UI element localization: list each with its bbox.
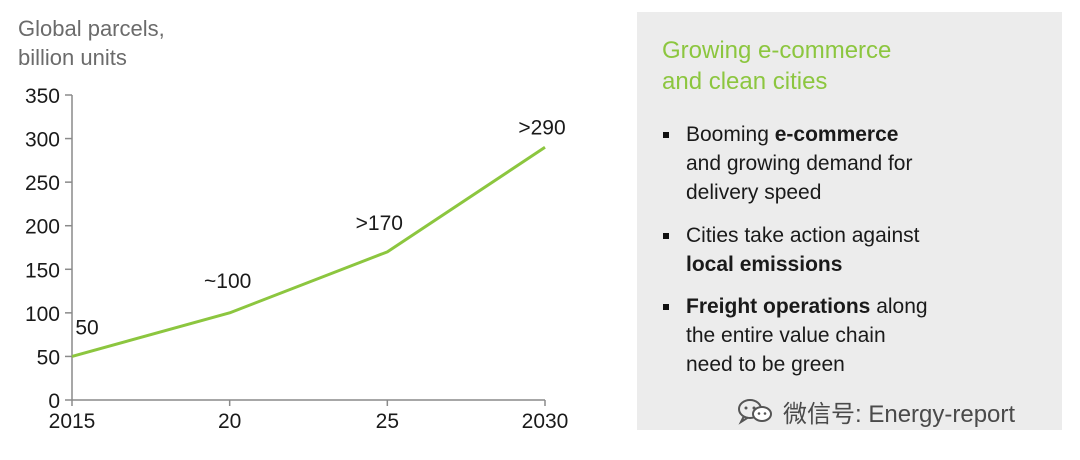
- x-tick-label: 20: [218, 410, 241, 433]
- bullet-line: delivery speed: [686, 178, 1056, 207]
- panel-title: Growing e-commerce and clean cities: [662, 35, 1052, 97]
- data-label: 50: [75, 316, 98, 339]
- y-axis-title-line-1: Global parcels,: [18, 16, 165, 41]
- data-label: >170: [356, 212, 403, 235]
- panel-title-line-2: and clean cities: [662, 68, 828, 95]
- info-panel: Growing e-commerce and clean cities Boom…: [637, 12, 1062, 430]
- y-tick-label: 350: [25, 85, 60, 108]
- y-axis-title: Global parcels, billion units: [18, 14, 165, 72]
- bullet-segment: along: [870, 295, 928, 318]
- line-chart: 0 50 100 150 200 250 300 350 2015 20 25 2030 50 ~100 >…: [25, 85, 569, 433]
- bullet-text: Cities take action against local emission…: [686, 221, 1056, 279]
- bullet-line: Booming e-commerce: [686, 120, 1056, 149]
- bullet-marker: [663, 233, 669, 239]
- y-tick-label: 0: [48, 390, 60, 413]
- bullet-segment: Booming: [686, 123, 775, 146]
- bullet-marker: [663, 304, 669, 310]
- wechat-icon: [738, 399, 772, 425]
- series-line: [71, 146, 546, 358]
- bullet-line: need to be green: [686, 350, 1056, 379]
- data-label: >290: [518, 116, 565, 139]
- watermark-text: 微信号: Energy-report: [783, 400, 1016, 428]
- x-tick-label: 2015: [49, 410, 96, 433]
- y-tick-label: 150: [25, 259, 60, 282]
- y-tick-label: 100: [25, 303, 60, 326]
- bullet-line: local emissions: [686, 250, 1056, 279]
- bullet-segment: need to be green: [686, 353, 845, 376]
- y-axis-title-line-2: billion units: [18, 45, 127, 70]
- bullet-line: the entire value chain: [686, 321, 1056, 350]
- bullet-segment: the entire value chain: [686, 324, 886, 347]
- bullet-text: Freight operations along the entire value…: [686, 292, 1056, 379]
- y-tick-label: 250: [25, 172, 60, 195]
- x-tick-label: 2030: [522, 410, 569, 433]
- watermark: 微信号: Energy-report: [735, 394, 1015, 428]
- bullet-segment: delivery speed: [686, 181, 822, 204]
- x-tick-label: 25: [376, 410, 399, 433]
- bullet-emphasis: Freight operations: [686, 295, 871, 318]
- bullet-emphasis: local emissions: [686, 253, 843, 276]
- bullet-marker: [663, 132, 669, 138]
- y-tick-label: 200: [25, 216, 60, 239]
- panel-title-line-1: Growing e-commerce: [662, 37, 892, 64]
- bullet-emphasis: e-commerce: [774, 123, 899, 146]
- bullet-text: Booming e-commerce and growing demand for…: [686, 120, 1056, 207]
- bullet-line: Cities take action against: [686, 221, 1056, 250]
- y-tick-label: 50: [37, 346, 60, 369]
- y-tick-label: 300: [25, 129, 60, 152]
- data-label: ~100: [204, 270, 251, 293]
- bullet-line: Freight operations along: [686, 292, 1056, 321]
- bullet-segment: Cities take action against: [686, 224, 920, 247]
- bullet-segment: and growing demand for: [686, 152, 913, 175]
- bullet-line: and growing demand for: [686, 149, 1056, 178]
